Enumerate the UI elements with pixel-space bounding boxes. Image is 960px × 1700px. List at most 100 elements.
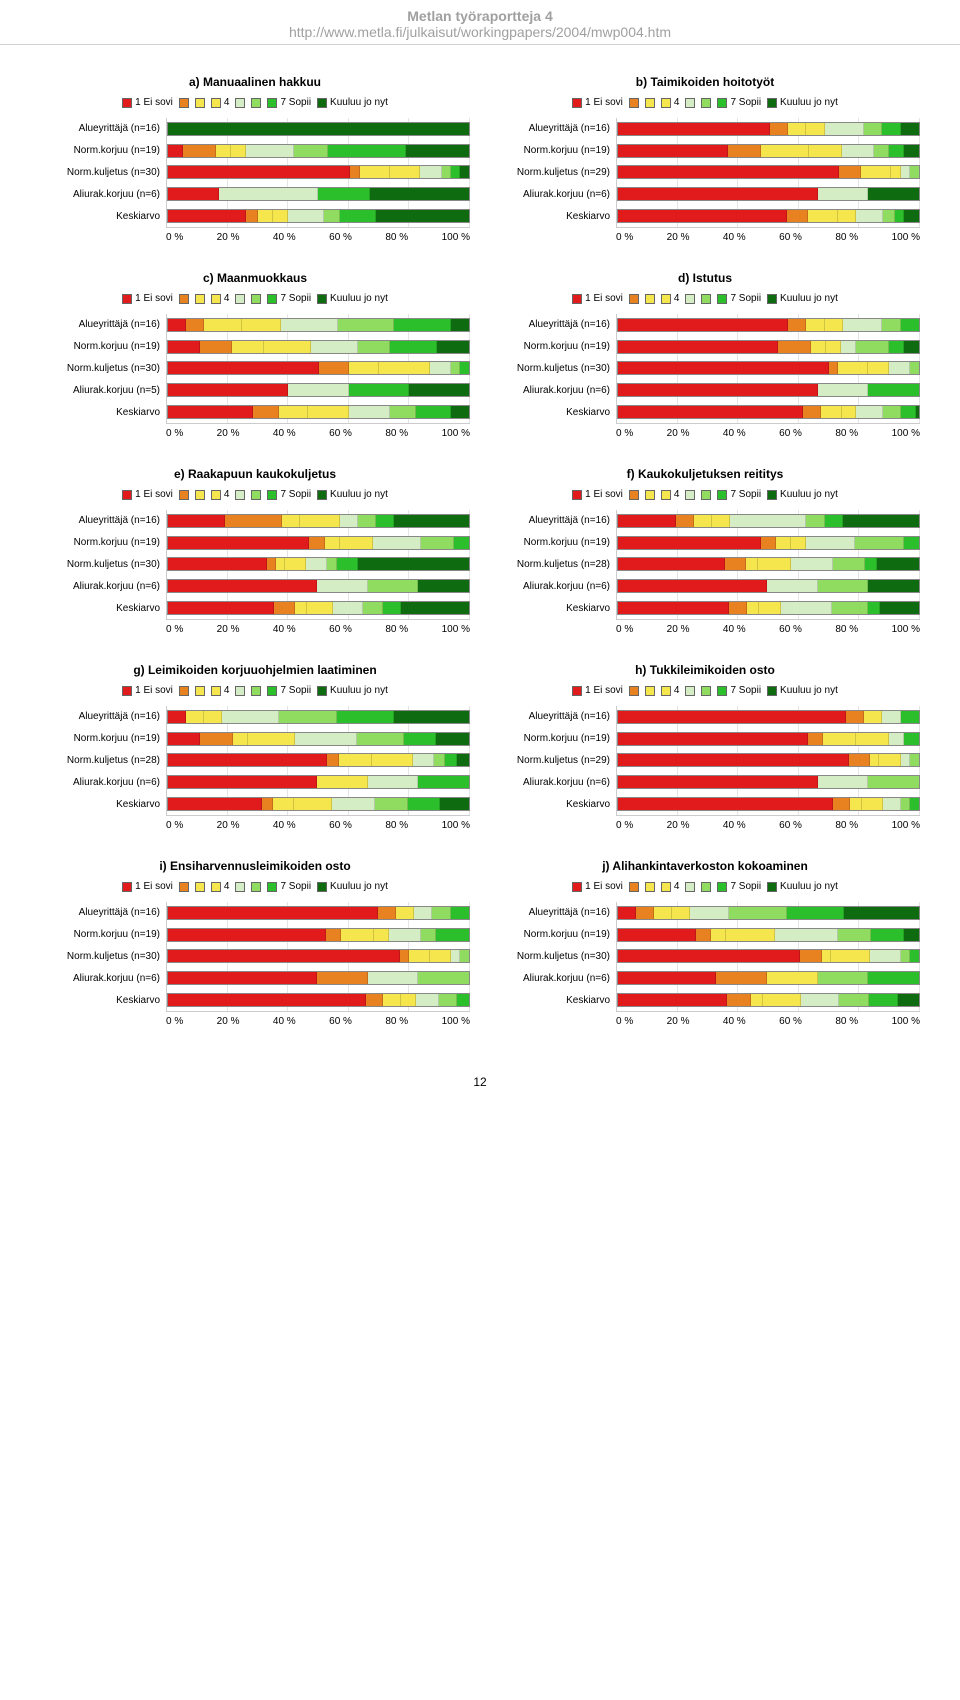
x-axis: 0 %20 %40 %60 %80 %100 % [166, 424, 470, 439]
legend-label: 4 [674, 489, 680, 500]
bar-segment [436, 929, 469, 941]
category-label: Norm.kuljetus (n=28) [517, 560, 610, 570]
bar-segment [839, 166, 861, 178]
bar-row [167, 753, 470, 767]
category-label: Norm.korjuu (n=19) [524, 538, 610, 548]
chart-body: Alueyrittäjä (n=16)Norm.korjuu (n=19)Nor… [490, 706, 920, 816]
legend-item: 7 Sopii [717, 97, 761, 108]
legend-swatch [251, 686, 261, 696]
legend-item [179, 98, 189, 108]
bar-segment [349, 362, 379, 374]
bar-segment [618, 798, 833, 810]
chart-title: a) Manuaalinen hakkuu [189, 75, 321, 89]
bars [167, 118, 470, 227]
bar-segment [400, 950, 409, 962]
bar-row [167, 405, 470, 419]
category-label: Keskiarvo [566, 408, 610, 418]
bar-segment [337, 711, 394, 723]
bar-row [167, 165, 470, 179]
bar-segment [413, 754, 434, 766]
legend: 1 Ei sovi47 SopiiKuuluu jo nyt [122, 489, 388, 500]
legend-item [179, 294, 189, 304]
legend-swatch [645, 294, 655, 304]
x-tick-label: 100 % [892, 232, 920, 243]
legend-label: Kuuluu jo nyt [330, 97, 388, 108]
x-tick-label: 100 % [442, 1016, 470, 1027]
chart-panel-j: j) Alihankintaverkoston kokoaminen1 Ei s… [490, 859, 920, 1027]
bar-segment [282, 515, 300, 527]
bar-segment [822, 950, 831, 962]
chart-panel-h: h) Tukkileimikoiden osto1 Ei sovi47 Sopi… [490, 663, 920, 831]
chart-body: Alueyrittäjä (n=16)Norm.korjuu (n=19)Nor… [40, 902, 470, 1012]
bar-segment [821, 406, 842, 418]
bar-segment [396, 907, 414, 919]
legend-item: 4 [211, 97, 230, 108]
bar-segment [420, 166, 441, 178]
bar-segment [358, 341, 390, 353]
bar-segment [440, 798, 469, 810]
legend-item: 1 Ei sovi [572, 881, 623, 892]
bar-segment [877, 558, 919, 570]
bar-segment [910, 950, 919, 962]
bar-segment [891, 166, 900, 178]
bar-segment [319, 362, 349, 374]
legend-label: 7 Sopii [280, 489, 311, 500]
bar-segment [372, 754, 413, 766]
x-tick-label: 40 % [723, 428, 746, 439]
bar-segment [869, 994, 899, 1006]
legend-swatch [717, 294, 727, 304]
bar-segment [864, 711, 882, 723]
bar-segment [366, 994, 384, 1006]
bar-row [617, 165, 920, 179]
legend-item: Kuuluu jo nyt [767, 881, 838, 892]
legend-swatch [717, 98, 727, 108]
y-axis-labels: Alueyrittäjä (n=16)Norm.korjuu (n=19)Nor… [40, 510, 166, 620]
bar-segment [882, 319, 900, 331]
category-label: Aliurak.korjuu (n=6) [73, 974, 160, 984]
bar-segment [327, 558, 336, 570]
bar-row [167, 710, 470, 724]
legend-swatch [122, 490, 132, 500]
x-tick-label: 0 % [166, 820, 183, 831]
category-label: Alueyrittäjä (n=16) [79, 516, 160, 526]
bar-row [167, 122, 470, 136]
bar-row [617, 383, 920, 397]
legend-swatch [122, 98, 132, 108]
bars [617, 314, 920, 423]
x-tick-label: 40 % [723, 1016, 746, 1027]
legend-label: 7 Sopii [280, 293, 311, 304]
bar-segment [360, 166, 390, 178]
legend-label: Kuuluu jo nyt [780, 881, 838, 892]
bar-row [617, 601, 920, 615]
bar-segment [376, 515, 394, 527]
bar-segment [618, 537, 761, 549]
bar-segment [672, 907, 690, 919]
legend-label: 7 Sopii [730, 489, 761, 500]
bar-segment [725, 558, 746, 570]
legend-item [685, 490, 695, 500]
legend-item [179, 882, 189, 892]
x-tick-label: 40 % [273, 1016, 296, 1027]
x-tick-label: 20 % [667, 428, 690, 439]
bar-segment [871, 929, 904, 941]
bar-segment [451, 362, 460, 374]
legend-item [179, 490, 189, 500]
legend-swatch [235, 490, 245, 500]
x-tick-label: 100 % [892, 624, 920, 635]
bar-segment [233, 733, 248, 745]
legend-item: Kuuluu jo nyt [767, 97, 838, 108]
legend: 1 Ei sovi47 SopiiKuuluu jo nyt [122, 97, 388, 108]
bar-segment [295, 733, 357, 745]
legend-label: 4 [224, 881, 230, 892]
legend-swatch [267, 98, 277, 108]
legend-swatch [767, 686, 777, 696]
legend-swatch [629, 98, 639, 108]
legend-item: Kuuluu jo nyt [767, 293, 838, 304]
x-axis: 0 %20 %40 %60 %80 %100 % [166, 620, 470, 635]
bar-segment [711, 929, 726, 941]
legend-swatch [211, 294, 221, 304]
category-label: Norm.kuljetus (n=30) [517, 364, 610, 374]
bar-segment [618, 319, 788, 331]
bar-segment [838, 929, 871, 941]
y-axis-labels: Alueyrittäjä (n=16)Norm.korjuu (n=19)Nor… [490, 902, 616, 1012]
